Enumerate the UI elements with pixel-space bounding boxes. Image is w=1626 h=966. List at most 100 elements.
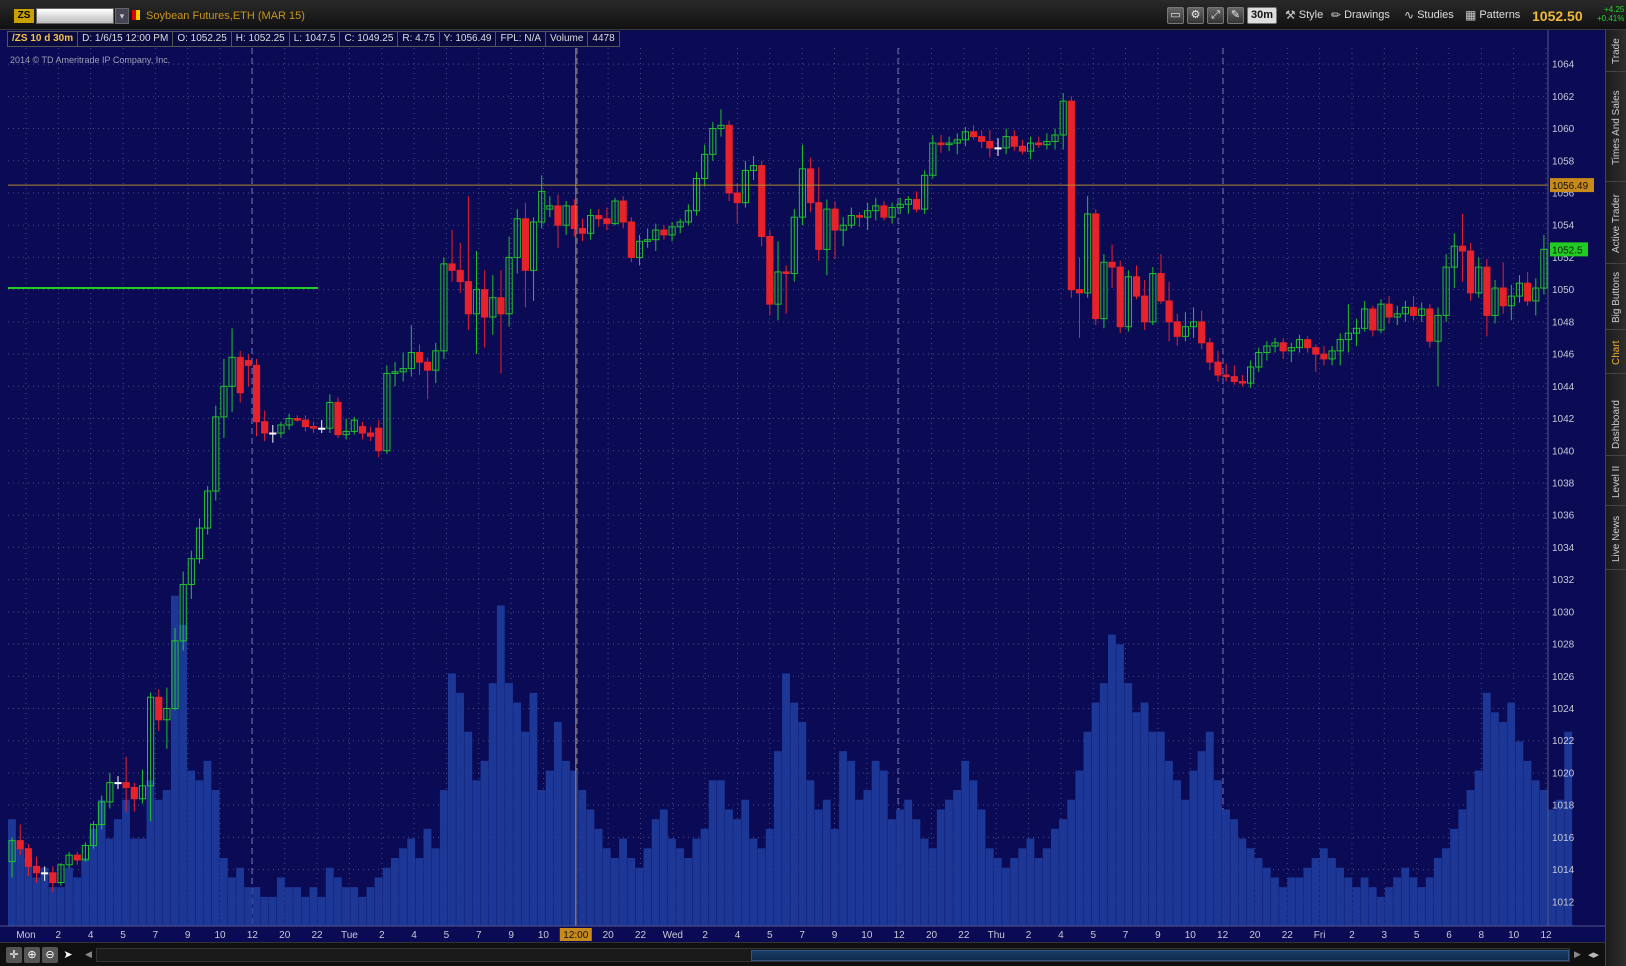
candle-body [505, 256, 513, 315]
volume-bar [676, 848, 684, 926]
settings-gear-icon[interactable]: ⚙ [1187, 7, 1204, 24]
volume-bar [1368, 887, 1377, 926]
chart-canvas[interactable]: 1012101410161018102010221024102610281030… [0, 30, 1605, 942]
volume-bar [236, 867, 244, 926]
candle-body [1173, 321, 1181, 337]
tab-times-and-sales[interactable]: Times And Sales [1606, 74, 1626, 182]
candle-body [1328, 350, 1336, 360]
patterns-button[interactable]: ▦ Patterns [1465, 7, 1520, 24]
volume-bar [782, 673, 790, 926]
print-icon[interactable]: ▭ [1167, 7, 1184, 24]
flag-icon[interactable] [132, 10, 140, 20]
time-axis-label: 3 [1382, 930, 1388, 941]
price-axis-label: 1058 [1552, 156, 1575, 167]
candle-body [1344, 332, 1352, 341]
time-axis-label: 5 [444, 930, 450, 941]
volume-bar [472, 780, 481, 926]
price-axis-label: 1040 [1552, 446, 1575, 457]
studies-icon: ∿ [1404, 8, 1415, 22]
volume-bar [635, 867, 644, 926]
tab-live-news[interactable]: Live News [1606, 508, 1626, 570]
symbol-badge[interactable]: ZS [14, 9, 34, 23]
time-axis-label: 10 [861, 930, 873, 941]
candle-body [1075, 289, 1084, 294]
candle-body [65, 854, 73, 866]
volume-bar [1270, 877, 1279, 926]
style-button[interactable]: ⚒ Style [1285, 7, 1323, 24]
time-axis-label: 4 [88, 930, 94, 941]
volume-bar [1556, 799, 1564, 926]
studies-button[interactable]: ∿ Studies [1404, 7, 1454, 24]
candle-body [570, 205, 578, 229]
volume-bar [1450, 828, 1459, 926]
candle-body [1059, 100, 1067, 136]
volume-bar [456, 692, 464, 926]
volume-bar [684, 858, 693, 926]
symbol-input[interactable] [36, 8, 114, 24]
volume-bar [1474, 770, 1483, 926]
price-chart[interactable]: 1012 1014 1016 1018 1020 1022 1024 1026 1028 1030… [0, 30, 1605, 966]
zoom-out-icon[interactable]: ⊖ [42, 947, 58, 963]
scroll-right-icon[interactable]: ▶ [1574, 949, 1581, 959]
volume-bar [993, 858, 1002, 926]
tab-big-buttons[interactable]: Big Buttons [1606, 266, 1626, 330]
volume-bar [97, 799, 106, 926]
candle-body [1458, 245, 1467, 252]
time-scrollbar[interactable] [96, 948, 1570, 962]
info-volume-label: Volume [545, 31, 589, 47]
candle-body [293, 418, 301, 421]
tab-dashboard[interactable]: Dashboard [1606, 394, 1626, 456]
volume-bar [1034, 858, 1043, 926]
tab-active-trader[interactable]: Active Trader [1606, 184, 1626, 264]
tab-level-ii[interactable]: Level II [1606, 458, 1626, 506]
candle-body [146, 696, 155, 787]
volume-bar [1336, 867, 1344, 926]
time-axis-label: 6 [1446, 930, 1452, 941]
candle-body [32, 865, 41, 874]
candle-body [212, 416, 220, 492]
candle-body [350, 419, 358, 432]
drawings-label: Drawings [1344, 9, 1390, 21]
candle-body [627, 221, 635, 258]
volume-bar [73, 877, 82, 926]
volume-bar [122, 799, 130, 926]
tab-trade[interactable]: Trade [1606, 32, 1626, 72]
volume-bar [904, 799, 913, 926]
volume-bar [1067, 799, 1076, 926]
style-label: Style [1298, 9, 1324, 21]
volume-bar [268, 896, 277, 926]
candle-body [635, 240, 644, 258]
symbol-dropdown-button[interactable]: ▾ [115, 8, 129, 24]
candle-body [896, 203, 904, 208]
aggregation-button[interactable]: 30m [1247, 7, 1277, 24]
candle-body [1189, 321, 1198, 328]
link-icon[interactable]: ⤢ [1207, 7, 1224, 24]
expand-icon[interactable]: ◂▸ [1588, 949, 1600, 961]
volume-bar [195, 780, 204, 926]
candle-body [391, 371, 399, 374]
wrench-icon[interactable]: ✎ [1227, 7, 1244, 24]
candle-body [130, 786, 138, 800]
zoom-in-icon[interactable]: ⊕ [24, 947, 40, 963]
time-axis-label: 20 [1249, 930, 1261, 941]
candle-body [49, 872, 57, 884]
candle-body [1149, 273, 1157, 323]
scrollbar-thumb[interactable] [751, 950, 1569, 961]
drawings-button[interactable]: ✏ Drawings [1331, 7, 1390, 24]
pointer-icon[interactable]: ➤ [63, 949, 73, 961]
scroll-left-icon[interactable]: ◀ [85, 949, 92, 959]
volume-bar [610, 858, 619, 926]
pan-icon[interactable]: ✛ [6, 947, 22, 963]
volume-bar [415, 858, 424, 926]
candle-body [155, 696, 163, 721]
candle-body [1287, 347, 1295, 352]
candle-body [1507, 295, 1515, 307]
volume-bar [65, 867, 73, 926]
info-date: D: 1/6/15 12:00 PM [77, 31, 174, 47]
candle-body [228, 356, 236, 387]
volume-bar [1433, 858, 1442, 926]
volume-bar [1417, 887, 1426, 926]
candle-body [383, 372, 391, 452]
volume-bar [40, 867, 49, 926]
tab-chart[interactable]: Chart [1606, 332, 1626, 374]
